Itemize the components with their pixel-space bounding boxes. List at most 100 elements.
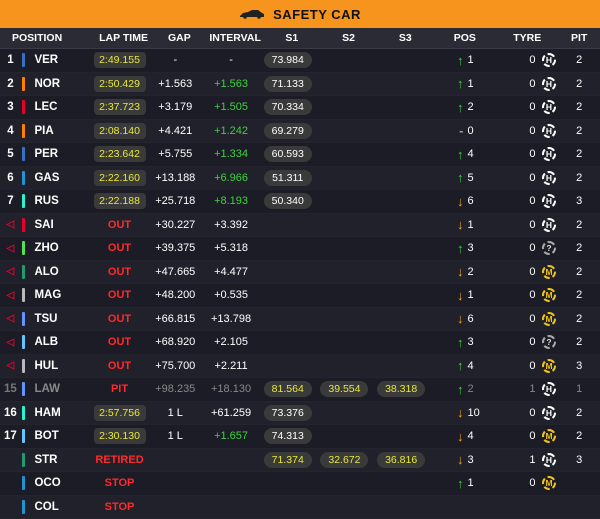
sector-s1-value: 71.374: [264, 452, 312, 468]
team-color-swatch: [22, 335, 25, 349]
table-row[interactable]: ◁ MAG OUT +48.200 +0.535 ↓ 1 0 M 2: [0, 284, 600, 308]
interval-value: +6.966: [203, 172, 260, 184]
tyre-compound-icon: H: [542, 171, 556, 185]
sector-1-cell: 71.133: [259, 76, 316, 92]
position-change-arrow-icon: ↓: [430, 264, 468, 279]
lap-time-cell: OUT: [91, 336, 148, 348]
table-row[interactable]: 2 NOR 2:50.429 +1.563 +1.563 71.133 ↑ 1 …: [0, 73, 600, 97]
lap-time-value: 2:30.130: [94, 428, 146, 444]
position-change-value: 3: [468, 242, 496, 254]
pit-stops-value: 2: [558, 78, 600, 90]
row-position: ◁: [0, 219, 21, 230]
table-row[interactable]: 15 LAW PIT +98.235 +18.130 81.564 39.554…: [0, 378, 600, 402]
team-color-swatch: [22, 359, 25, 373]
table-row[interactable]: 17 BOT 2:30.130 1 L +1.657 74.313 ↓ 4 0 …: [0, 425, 600, 449]
tyre-cell: H: [540, 147, 559, 161]
position-change-value: 2: [468, 266, 496, 278]
position-change-arrow-icon: ↓: [430, 311, 468, 326]
gap-value: 1 L: [148, 407, 203, 419]
pit-stops-value: 3: [558, 360, 600, 372]
table-row[interactable]: 16 HAM 2:57.756 1 L +61.259 73.376 ↓ 10 …: [0, 402, 600, 426]
sector-1-cell: 81.564: [259, 381, 316, 397]
position-change-value: 2: [468, 101, 496, 113]
tyre-compound-icon: H: [542, 124, 556, 138]
gap-value: +47.665: [148, 266, 203, 278]
driver-code: MAG: [26, 289, 91, 301]
team-color-swatch: [22, 194, 25, 208]
row-position: ◁: [0, 266, 21, 277]
row-position: 3: [0, 101, 21, 113]
table-row[interactable]: 3 LEC 2:37.723 +3.179 +1.505 70.334 ↑ 2 …: [0, 96, 600, 120]
table-row[interactable]: 1 VER 2:49.155 - - 73.984 ↑ 1 0 H 2: [0, 49, 600, 73]
lap-status: OUT: [108, 289, 131, 301]
driver-code: ALB: [26, 336, 91, 348]
interval-value: +8.193: [203, 195, 260, 207]
pit-stops-value: 2: [558, 407, 600, 419]
gap-value: +1.563: [148, 78, 203, 90]
table-row[interactable]: ◁ ALB OUT +68.920 +2.105 ↑ 3 0 ? 2: [0, 331, 600, 355]
lap-time-value: 2:22.188: [94, 193, 146, 209]
position-change-arrow-icon: ↓: [430, 405, 468, 420]
driver-code: GAS: [26, 172, 91, 184]
tyre-laps-value: 0: [496, 313, 540, 325]
tyre-cell: M: [540, 265, 559, 279]
row-position: 16: [0, 407, 21, 419]
table-row[interactable]: 6 GAS 2:22.160 +13.188 +6.966 51.311 ↑ 5…: [0, 167, 600, 191]
lap-time-cell: OUT: [91, 313, 148, 325]
table-row[interactable]: COL STOP: [0, 496, 600, 519]
sector-1-cell: 51.311: [259, 170, 316, 186]
row-position: ◁: [0, 360, 21, 371]
table-row[interactable]: ◁ ZHO OUT +39.375 +5.318 ↑ 3 0 ? 2: [0, 237, 600, 261]
lap-time-cell: 2:22.188: [91, 193, 148, 209]
table-row[interactable]: ◁ ALO OUT +47.665 +4.477 ↓ 2 0 M 2: [0, 261, 600, 285]
gap-value: +48.200: [148, 289, 203, 301]
header-gap: GAP: [152, 32, 207, 44]
table-row[interactable]: OCO STOP ↑ 1 0 M: [0, 472, 600, 496]
sector-1-cell: 69.279: [259, 123, 316, 139]
table-row[interactable]: STR RETIRED 71.374 32.672 36.816 ↓ 3 1 H…: [0, 449, 600, 473]
tyre-cell: H: [540, 218, 559, 232]
driver-code: PER: [26, 148, 91, 160]
pit-stops-value: 2: [558, 242, 600, 254]
sector-s1-value: 71.133: [264, 76, 312, 92]
tyre-compound-icon: ?: [542, 241, 556, 255]
tyre-compound-icon: M: [542, 288, 556, 302]
table-row[interactable]: 5 PER 2:23.642 +5.755 +1.334 60.593 ↑ 4 …: [0, 143, 600, 167]
tyre-compound-icon: H: [542, 100, 556, 114]
table-row[interactable]: ◁ TSU OUT +66.815 +13.798 ↓ 6 0 M 2: [0, 308, 600, 332]
table-row[interactable]: ◁ HUL OUT +75.700 +2.211 ↑ 4 0 M 3: [0, 355, 600, 379]
tyre-compound-icon: H: [542, 53, 556, 67]
lap-time-cell: OUT: [91, 360, 148, 372]
tyre-cell: M: [540, 312, 559, 326]
driver-code: ALO: [26, 266, 91, 278]
position-change-value: 1: [468, 477, 496, 489]
tyre-laps-value: 1: [496, 454, 540, 466]
interval-value: +1.334: [203, 148, 260, 160]
lap-status: PIT: [111, 383, 128, 395]
table-row[interactable]: ◁ SAI OUT +30.227 +3.392 ↓ 1 0 H 2: [0, 214, 600, 238]
pit-stops-value: 2: [558, 172, 600, 184]
lap-time-cell: OUT: [91, 242, 148, 254]
row-position: ◁: [0, 243, 21, 254]
tyre-compound-icon: H: [542, 382, 556, 396]
gap-value: +13.188: [148, 172, 203, 184]
team-color-swatch: [22, 53, 25, 67]
driver-code: VER: [26, 54, 91, 66]
tyre-compound-icon: M: [542, 476, 556, 490]
tyre-compound-icon: M: [542, 312, 556, 326]
position-change-arrow-icon: ↑: [430, 382, 468, 397]
pit-stops-value: 2: [558, 336, 600, 348]
row-position: 17: [0, 430, 21, 442]
table-row[interactable]: 7 RUS 2:22.188 +25.718 +8.193 50.340 ↓ 6…: [0, 190, 600, 214]
driver-code: NOR: [26, 78, 91, 90]
pit-stops-value: 1: [558, 383, 600, 395]
tyre-laps-value: 0: [496, 101, 540, 113]
position-change-value: 3: [468, 336, 496, 348]
sector-1-cell: 50.340: [259, 193, 316, 209]
lap-status: RETIRED: [95, 454, 143, 466]
header-pos: POS: [434, 32, 496, 44]
table-row[interactable]: 4 PIA 2:08.140 +4.421 +1.242 69.279 - 0 …: [0, 120, 600, 144]
lap-time-cell: 2:23.642: [91, 146, 148, 162]
position-change-arrow-icon: ↑: [430, 170, 468, 185]
pit-stops-value: 2: [558, 219, 600, 231]
